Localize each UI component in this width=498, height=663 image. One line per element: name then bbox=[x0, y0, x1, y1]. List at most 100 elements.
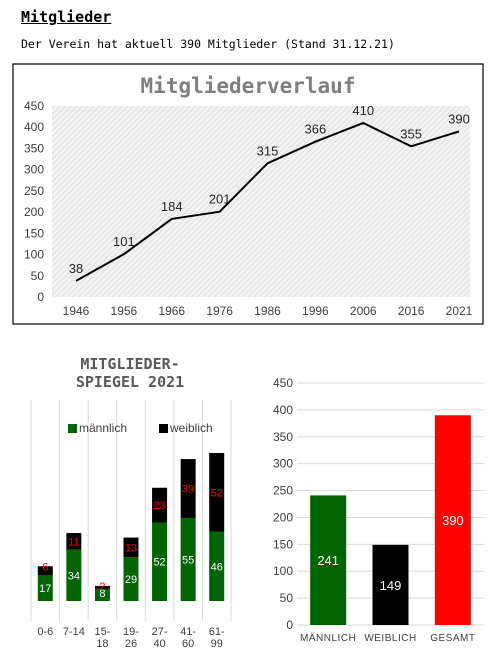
data-label: 315 bbox=[257, 143, 279, 158]
y-tick-label: 100 bbox=[24, 248, 44, 262]
y-tick-label: 0 bbox=[37, 290, 44, 304]
bar-male bbox=[94, 588, 110, 601]
y-tick-label: 350 bbox=[273, 430, 293, 444]
label-female: 13 bbox=[125, 542, 137, 554]
label-female: 11 bbox=[68, 536, 79, 548]
y-tick-label: 450 bbox=[273, 376, 293, 390]
data-label: 390 bbox=[442, 513, 464, 528]
y-tick-label: 150 bbox=[24, 226, 44, 240]
data-label: 410 bbox=[352, 103, 374, 118]
bar-female bbox=[37, 566, 53, 576]
x-tick-label: WEIBLICH bbox=[364, 633, 416, 644]
x-tick-label: 1956 bbox=[111, 304, 138, 318]
bar-female bbox=[94, 585, 110, 589]
bar-female bbox=[123, 537, 139, 558]
x-tick-label: MÄNNLICH bbox=[300, 632, 356, 644]
legend-label-male: männlich bbox=[79, 421, 127, 435]
label-female: 52 bbox=[211, 487, 223, 499]
x-tick-label: 41- bbox=[180, 626, 196, 638]
bar-male bbox=[209, 531, 225, 601]
y-tick-label: 400 bbox=[273, 403, 293, 417]
bar bbox=[310, 495, 347, 625]
y-tick-label: 100 bbox=[273, 564, 293, 578]
y-tick-label: 200 bbox=[273, 510, 293, 524]
y-tick-label: 350 bbox=[24, 141, 44, 155]
label-female: 2 bbox=[99, 581, 105, 593]
chart-title: Mitgliederverlauf bbox=[141, 74, 356, 98]
bar-male bbox=[37, 575, 53, 601]
bar-female bbox=[66, 533, 82, 550]
plot-area bbox=[52, 106, 470, 297]
legend-swatch-female bbox=[159, 424, 168, 433]
x-tick-label: 2006 bbox=[350, 304, 377, 318]
bar-male bbox=[180, 517, 196, 601]
y-tick-label: 250 bbox=[24, 184, 44, 198]
bar-female bbox=[180, 459, 196, 518]
label-female: 23 bbox=[153, 500, 165, 512]
x-tick-label: 40 bbox=[153, 638, 165, 650]
label-male: 8 bbox=[99, 588, 105, 600]
x-tick-label: 1946 bbox=[63, 304, 90, 318]
y-tick-label: 450 bbox=[24, 99, 44, 113]
x-tick-label: 1976 bbox=[206, 304, 233, 318]
bar bbox=[434, 415, 471, 625]
x-tick-label: 61- bbox=[209, 626, 225, 638]
gender-totals-chart: 0 50 100 150 200 250 300 350 400 450 241 149 390 MÄ… bbox=[273, 376, 484, 644]
member-pyramid-chart: MITGLIEDER- SPIEGEL 2021 männlich weibli… bbox=[30, 355, 232, 650]
bar-female bbox=[209, 453, 225, 532]
x-tick-label: GESAMT bbox=[430, 633, 475, 644]
intro-text: Der Verein hat aktuell 390 Mitglieder (S… bbox=[21, 37, 395, 51]
x-tick-label: 1986 bbox=[254, 304, 281, 318]
y-tick-label: 250 bbox=[273, 484, 293, 498]
y-tick-label: 150 bbox=[273, 537, 293, 551]
y-tick-label: 300 bbox=[273, 457, 293, 471]
x-tick-label: 1966 bbox=[158, 304, 185, 318]
label-male: 34 bbox=[68, 570, 80, 582]
data-label: 184 bbox=[161, 199, 183, 214]
label-male: 46 bbox=[211, 561, 223, 573]
x-tick-label: 7-14 bbox=[63, 626, 85, 638]
label-male: 17 bbox=[39, 583, 51, 595]
x-tick-label: 99 bbox=[211, 638, 223, 650]
bar-male bbox=[66, 549, 82, 601]
y-tick-label: 0 bbox=[286, 618, 293, 632]
x-tick-label: 0-6 bbox=[37, 626, 53, 638]
x-tick-label: 2021 bbox=[446, 304, 473, 318]
y-tick-label: 300 bbox=[24, 163, 44, 177]
data-label: 355 bbox=[400, 126, 422, 141]
y-tick-label: 400 bbox=[24, 120, 44, 134]
x-tick-label: 18 bbox=[96, 638, 108, 650]
chart-title-line1: MITGLIEDER- bbox=[80, 355, 179, 373]
label-female: 6 bbox=[42, 561, 48, 573]
bar bbox=[372, 544, 409, 625]
data-label: 38 bbox=[69, 261, 83, 276]
series-line bbox=[75, 121, 460, 282]
y-tick-label: 200 bbox=[24, 205, 44, 219]
x-tick-label: 15- bbox=[94, 626, 110, 638]
page-title: Mitglieder bbox=[21, 8, 112, 26]
label-male: 52 bbox=[153, 557, 165, 569]
x-tick-label: 19- bbox=[123, 626, 139, 638]
label-male: 55 bbox=[182, 554, 194, 566]
x-tick-label: 60 bbox=[182, 638, 194, 650]
label-female: 39 bbox=[182, 484, 194, 496]
data-label: 390 bbox=[448, 111, 470, 126]
x-tick-label: 27- bbox=[152, 626, 168, 638]
x-tick-label: 1996 bbox=[302, 304, 329, 318]
data-label: 366 bbox=[305, 122, 327, 137]
y-tick-label: 50 bbox=[31, 269, 45, 283]
x-tick-label: 26 bbox=[125, 638, 137, 650]
y-tick-label: 50 bbox=[280, 591, 294, 605]
bar-male bbox=[123, 557, 139, 601]
bar-male bbox=[152, 522, 168, 601]
data-label: 241 bbox=[317, 553, 339, 568]
legend-label-female: weiblich bbox=[169, 421, 213, 435]
legend-swatch-male bbox=[68, 424, 77, 433]
bar-female bbox=[152, 487, 168, 523]
data-label: 201 bbox=[209, 192, 231, 207]
data-label: 101 bbox=[113, 234, 135, 249]
x-tick-label: 2016 bbox=[398, 304, 425, 318]
membership-history-chart: Mitgliederverlauf 0 50 100 150 200 250 300 350 4… bbox=[12, 63, 484, 325]
data-label: 149 bbox=[380, 578, 402, 593]
chart-title-line2: SPIEGEL 2021 bbox=[76, 373, 184, 391]
